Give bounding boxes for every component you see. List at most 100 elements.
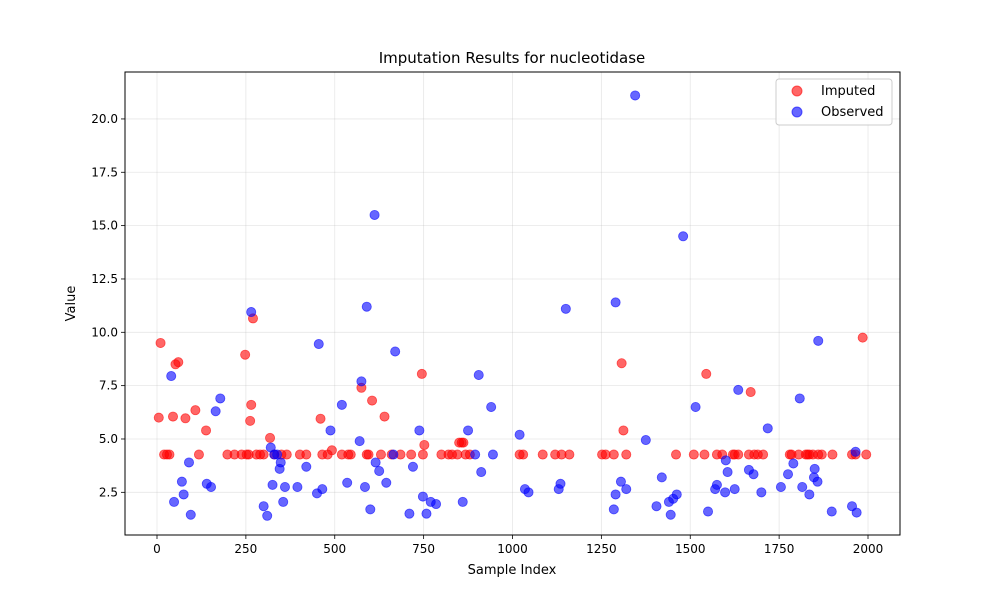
point-imputed — [167, 411, 178, 422]
x-tick-label: 1000 — [497, 542, 528, 556]
point-imputed — [193, 449, 204, 460]
point-observed — [354, 436, 365, 447]
point-imputed — [671, 449, 682, 460]
point-observed — [365, 504, 376, 515]
point-observed — [523, 487, 534, 498]
point-observed — [656, 472, 667, 483]
point-observed — [178, 489, 189, 500]
point-observed — [292, 481, 303, 492]
point-observed — [336, 399, 347, 410]
point-observed — [206, 481, 217, 492]
series-observed — [166, 90, 862, 521]
x-tick-label: 2000 — [853, 542, 884, 556]
point-observed — [246, 307, 257, 318]
point-imputed — [608, 449, 619, 460]
point-observed — [794, 393, 805, 404]
point-observed — [762, 423, 773, 434]
point-observed — [476, 467, 487, 478]
chart-title: Imputation Results for nucleotidase — [379, 49, 646, 67]
point-imputed — [190, 405, 201, 416]
legend-label-imputed: Imputed — [821, 84, 875, 99]
point-observed — [797, 481, 808, 492]
point-observed — [775, 481, 786, 492]
point-imputed — [153, 412, 164, 423]
x-tick-label: 1250 — [586, 542, 617, 556]
point-observed — [850, 446, 861, 457]
point-imputed — [733, 449, 744, 460]
point-observed — [356, 376, 367, 387]
point-observed — [431, 499, 442, 510]
point-observed — [608, 504, 619, 515]
point-observed — [788, 458, 799, 469]
point-observed — [258, 501, 269, 512]
point-imputed — [564, 449, 575, 460]
point-observed — [369, 209, 380, 220]
point-observed — [610, 297, 621, 308]
y-tick-label: 10.0 — [91, 325, 118, 339]
y-tick-label: 2.5 — [99, 485, 118, 499]
point-observed — [555, 478, 566, 489]
x-tick-label: 0 — [153, 542, 161, 556]
point-observed — [359, 481, 370, 492]
data-points — [153, 90, 872, 521]
point-observed — [487, 449, 498, 460]
point-observed — [610, 489, 621, 500]
point-observed — [703, 506, 714, 517]
point-imputed — [458, 437, 469, 448]
point-observed — [301, 461, 312, 472]
point-observed — [417, 491, 428, 502]
point-observed — [325, 425, 336, 436]
point-observed — [812, 476, 823, 487]
point-observed — [169, 496, 180, 507]
point-observed — [176, 476, 187, 487]
y-axis-label: Value — [64, 286, 79, 322]
point-observed — [361, 301, 372, 312]
point-imputed — [240, 349, 251, 360]
point-observed — [210, 406, 221, 417]
point-observed — [275, 457, 286, 468]
point-observed — [404, 508, 415, 519]
point-imputed — [616, 358, 627, 369]
point-observed — [651, 501, 662, 512]
point-imputed — [416, 368, 427, 379]
point-imputed — [345, 449, 356, 460]
point-observed — [720, 455, 731, 466]
grid — [125, 72, 900, 535]
y-tick-label: 7.5 — [99, 379, 118, 393]
point-imputed — [699, 449, 710, 460]
point-imputed — [265, 432, 276, 443]
point-observed — [733, 384, 744, 395]
x-tick-label: 750 — [412, 542, 435, 556]
point-imputed — [816, 449, 827, 460]
point-observed — [560, 303, 571, 314]
point-imputed — [745, 387, 756, 398]
x-tick-label: 500 — [323, 542, 346, 556]
point-imputed — [326, 445, 337, 456]
point-imputed — [827, 449, 838, 460]
point-observed — [267, 479, 278, 490]
point-imputed — [164, 449, 175, 460]
y-tick-label: 20.0 — [91, 112, 118, 126]
point-observed — [473, 369, 484, 380]
point-observed — [342, 477, 353, 488]
x-tick-label: 250 — [234, 542, 257, 556]
legend: Imputed Observed — [775, 78, 893, 126]
point-observed — [783, 469, 794, 480]
point-observed — [615, 476, 626, 487]
point-imputed — [281, 449, 292, 460]
y-tick-label: 12.5 — [91, 272, 118, 286]
legend-label-observed: Observed — [821, 105, 884, 120]
point-observed — [729, 484, 740, 495]
point-imputed — [315, 413, 326, 424]
point-imputed — [688, 449, 699, 460]
y-tick-label: 5.0 — [99, 432, 118, 446]
point-observed — [317, 484, 328, 495]
point-observed — [665, 509, 676, 520]
point-observed — [390, 346, 401, 357]
point-observed — [374, 465, 385, 476]
point-observed — [690, 401, 701, 412]
point-imputed — [861, 449, 872, 460]
point-imputed — [363, 449, 374, 460]
point-imputed — [155, 337, 166, 348]
